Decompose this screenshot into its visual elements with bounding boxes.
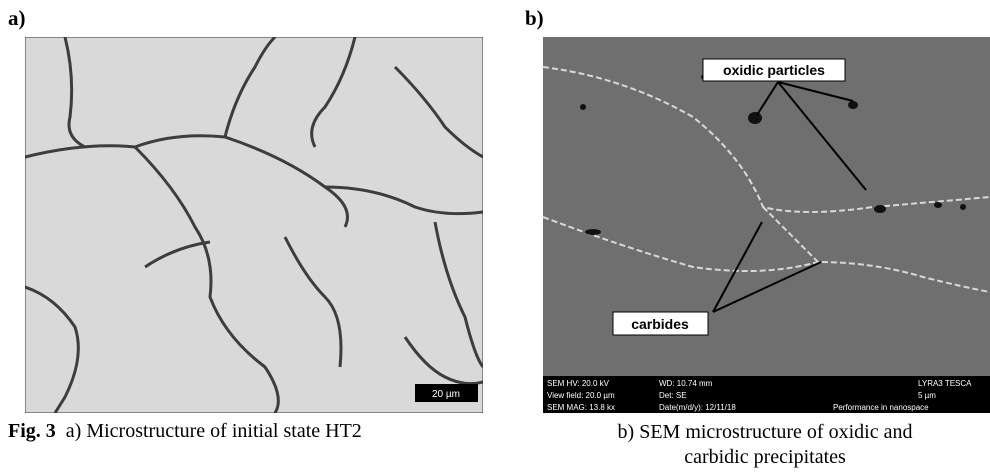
caption-line: carbidic precipitates [684, 446, 846, 468]
info-text: SEM HV: 20.0 kV [547, 379, 610, 388]
info-text: Performance in nanospace [833, 403, 929, 412]
figure-number: Fig. 3 [8, 420, 56, 442]
info-text: WD: 10.74 mm [659, 379, 713, 388]
image-frame [543, 37, 990, 413]
carbide-boundaries [543, 66, 990, 293]
panel-label: b) [525, 6, 544, 30]
annotation-box [612, 311, 709, 336]
oxide-particles [580, 75, 966, 235]
caption-b: b) SEM microstructure of oxidic and carb… [565, 420, 965, 470]
micrograph-b: oxidic particles carbides SEM HV: 20.0 k… [543, 37, 990, 413]
info-text: Det: SE [659, 391, 687, 400]
caption-a: Fig. 3 a) Microstructure of initial stat… [8, 420, 362, 443]
annotation: oxidic particles [723, 62, 825, 78]
image-frame [25, 37, 483, 413]
info-text: LYRA3 TESCA [918, 379, 972, 388]
info-text: 5 µm [918, 391, 936, 400]
arrows [712, 81, 867, 313]
micrograph-a: 20 µm [25, 37, 483, 413]
info-bar [543, 376, 990, 413]
caption-text: a) Microstructure of initial state HT2 [65, 420, 362, 442]
info-texts: SEM HV: 20.0 kV WD: 10.74 mm LYRA3 TESCA Vi… [547, 379, 972, 412]
panel-label: a) [8, 6, 26, 30]
caption-line: b) SEM microstructure of oxidic and [617, 421, 913, 443]
annotation: carbides [631, 316, 689, 332]
info-text: Date(m/d/y): 12/11/18 [659, 403, 736, 412]
annotation-box [702, 58, 846, 82]
info-text: SEM MAG: 13.8 kx [547, 403, 615, 412]
info-text: View field: 20.0 µm [547, 391, 615, 400]
scale-bar-label: 20 µm [432, 389, 460, 400]
grain-boundaries [25, 37, 483, 413]
scale-bar-box [415, 384, 478, 402]
